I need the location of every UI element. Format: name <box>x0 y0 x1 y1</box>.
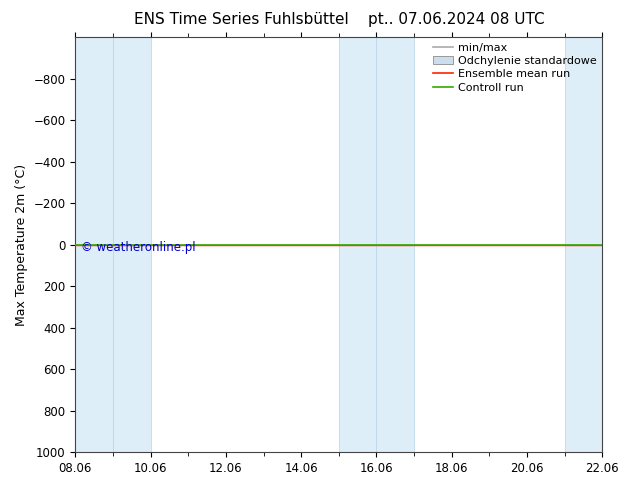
Bar <box>564 37 602 452</box>
Bar <box>75 37 113 452</box>
Bar <box>377 37 414 452</box>
Text: ENS Time Series Fuhlsbüttel: ENS Time Series Fuhlsbüttel <box>134 12 348 27</box>
Legend: min/max, Odchylenie standardowe, Ensemble mean run, Controll run: min/max, Odchylenie standardowe, Ensembl… <box>434 43 597 93</box>
Bar <box>113 37 151 452</box>
Y-axis label: Max Temperature 2m (°C): Max Temperature 2m (°C) <box>15 164 28 326</box>
Bar <box>339 37 377 452</box>
Text: pt.. 07.06.2024 08 UTC: pt.. 07.06.2024 08 UTC <box>368 12 545 27</box>
Text: © weatheronline.pl: © weatheronline.pl <box>81 241 195 254</box>
